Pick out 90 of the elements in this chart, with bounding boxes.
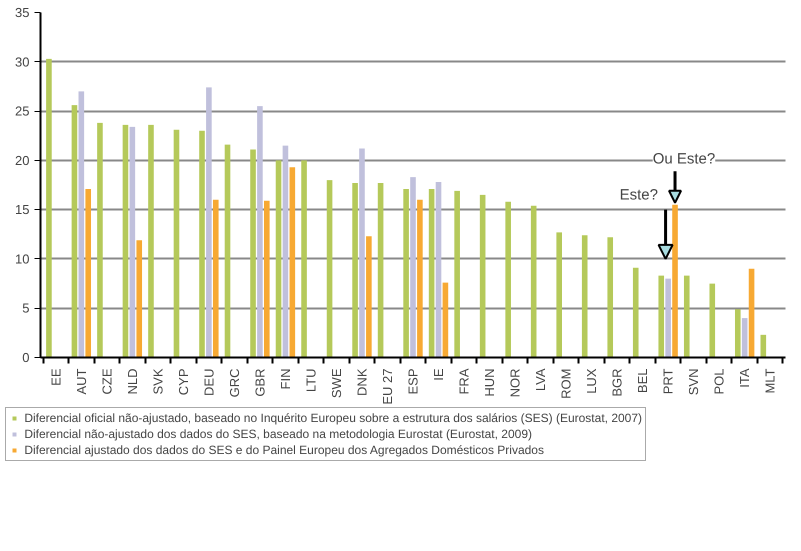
bar [359, 148, 365, 358]
bar [760, 334, 766, 358]
bar [78, 91, 84, 358]
x-tick-label: SVK [150, 368, 166, 395]
bar [250, 150, 256, 358]
bar [556, 232, 562, 358]
x-tick-label: MLT [762, 368, 778, 394]
bar [130, 126, 136, 358]
bar [199, 130, 205, 358]
x-tick-label: GRC [226, 368, 242, 398]
y-tick-label: 5 [22, 300, 30, 316]
x-tick-label: SWE [328, 368, 344, 398]
bar [148, 124, 154, 358]
bar [326, 180, 332, 358]
x-tick-label: DEU [201, 368, 216, 396]
bar [85, 188, 92, 358]
bar [206, 87, 212, 358]
bar [264, 200, 270, 358]
bar [352, 183, 358, 358]
bar [122, 124, 128, 358]
x-tick-label: PRT [660, 368, 676, 394]
x-tick-label: EU 27 [380, 368, 395, 405]
bar [276, 160, 282, 358]
bar [136, 240, 142, 358]
bar [366, 236, 372, 358]
bar [428, 188, 434, 358]
bar [684, 276, 690, 358]
annotation: Ou Este? [652, 150, 716, 168]
x-tick-label: LUX [584, 368, 600, 394]
x-tick-label: NLD [124, 368, 140, 395]
x-tick-label: POL [712, 368, 727, 395]
x-tick-label: SVN [686, 368, 702, 396]
y-tick-label: 15 [15, 202, 30, 218]
legend-label: Diferencial ajustado dos dados do SES e do Painel Europeu dos Agregados Domésticos Privados [24, 443, 544, 457]
bar [709, 284, 716, 358]
bar [174, 130, 180, 358]
x-tick-label: CZE [99, 368, 114, 394]
bar [436, 182, 442, 358]
bar [742, 318, 748, 358]
legend-label: Diferencial oficial não-ajustado, baseado no Inquérito Europeu sobre a estrutura dos salários (SES) (Eurostat, 2007) [24, 411, 642, 425]
x-tick-label: CYP [176, 368, 191, 396]
bar [417, 200, 423, 358]
bar [403, 188, 409, 358]
bar [607, 237, 614, 358]
bar [505, 202, 511, 358]
y-tick-label: 10 [15, 251, 30, 266]
bar [301, 160, 307, 358]
bar [632, 268, 639, 358]
bar [734, 309, 741, 358]
bar [530, 206, 536, 358]
bar [282, 146, 288, 358]
x-tick-label: ROM [558, 368, 574, 399]
y-tick-label: 20 [15, 152, 30, 168]
bar [257, 106, 263, 358]
x-tick-label: DNK [354, 368, 370, 396]
annotation: Este? [620, 186, 658, 204]
bar [748, 268, 754, 358]
x-tick-label: BEL [635, 368, 650, 394]
x-tick-label: FRA [456, 368, 472, 394]
x-tick-label: FIN [278, 368, 293, 390]
legend-label: Diferencial não-ajustado dos dados do SES, baseado na metodologia Eurostat (Eurostat, 2009) [24, 427, 532, 441]
x-tick-label: AUT [74, 368, 89, 394]
x-tick-label: NOR [508, 368, 523, 398]
x-tick-label: ITA [737, 368, 752, 388]
x-tick-label: BGR [610, 368, 625, 397]
bar [658, 276, 664, 358]
bar [224, 144, 230, 358]
bar [378, 183, 384, 358]
y-tick-label: 0 [22, 350, 30, 365]
bar [442, 282, 448, 358]
bar [410, 177, 416, 358]
x-tick-label: LVA [533, 368, 548, 392]
x-tick-label: ESP [406, 368, 420, 395]
bar [212, 200, 219, 358]
bar [454, 190, 460, 358]
y-tick-label: 35 [15, 5, 30, 20]
x-tick-label: EE [48, 368, 64, 386]
x-tick-label: IE [431, 368, 446, 381]
bar [665, 278, 671, 358]
bar [480, 194, 486, 358]
x-tick-label: GBR [252, 368, 268, 397]
x-tick-label: HUN [482, 368, 498, 397]
bar [72, 105, 78, 358]
bar [582, 235, 588, 358]
y-tick-label: 25 [15, 104, 30, 119]
bar [290, 167, 296, 358]
x-tick-label: LTU [303, 368, 318, 392]
bar [97, 122, 103, 358]
y-tick-label: 30 [15, 54, 30, 70]
bar [46, 58, 52, 358]
